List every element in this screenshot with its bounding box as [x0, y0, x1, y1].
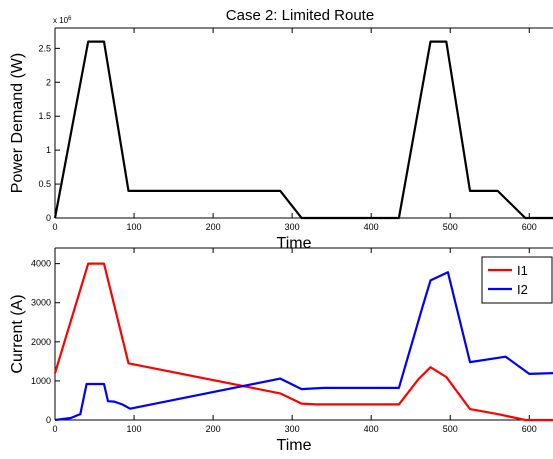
x-tick-label: 600 [522, 222, 537, 232]
y-tick-label: 2.5 [38, 43, 51, 53]
y-tick-label: 1.5 [38, 111, 51, 121]
chart-panel-1: 0 100 200 300 400 500 600 0 0.5 1 1.5 2 2.5 Time Power… [9, 7, 553, 252]
series-line-i2 [54, 271, 553, 422]
x-tick-label: 0 [52, 424, 57, 434]
x-tick-label: 600 [522, 424, 537, 434]
y-tick-label: 1000 [31, 376, 51, 386]
chart-panel-2: 0 100 200 300 400 500 600 0 1000 2000 3000 4000 Time… [9, 247, 553, 454]
x-tick-label: 300 [285, 424, 300, 434]
x-tick-label: 500 [443, 222, 458, 232]
y-axis-exponent: x 106 [53, 16, 72, 25]
x-tick-label: 200 [206, 222, 221, 232]
legend-label-i1: I1 [517, 263, 528, 278]
x-tick-label: 400 [364, 222, 379, 232]
y-tick-label: 0 [46, 213, 51, 223]
y-tick-label: 0.5 [38, 179, 51, 189]
x-tick-label: 100 [127, 222, 142, 232]
x-axis-label: Time [277, 235, 312, 252]
y-axis-label: Power Demand (W) [9, 53, 26, 193]
x-tick-label: 400 [364, 424, 379, 434]
legend-box [481, 256, 553, 304]
y-axis-label: Current (A) [9, 294, 26, 373]
series-line-i1 [53, 262, 553, 422]
legend-label-i2: I2 [517, 282, 528, 297]
y-tick-label: 0 [46, 415, 51, 425]
x-tick-label: 200 [206, 424, 221, 434]
x-tick-label: 0 [52, 222, 57, 232]
series-line-power [53, 40, 553, 220]
chart-title: Case 2: Limited Route [226, 7, 374, 24]
y-tick-label: 1 [46, 145, 51, 155]
y-tick-label: 2 [46, 77, 51, 87]
x-axis-label: Time [277, 437, 312, 454]
y-tick-label: 3000 [31, 298, 51, 308]
x-tick-label: 500 [443, 424, 458, 434]
x-tick-label: 100 [127, 424, 142, 434]
y-tick-label: 2000 [31, 337, 51, 347]
x-tick-label: 300 [285, 222, 300, 232]
y-tick-label: 4000 [31, 259, 51, 269]
